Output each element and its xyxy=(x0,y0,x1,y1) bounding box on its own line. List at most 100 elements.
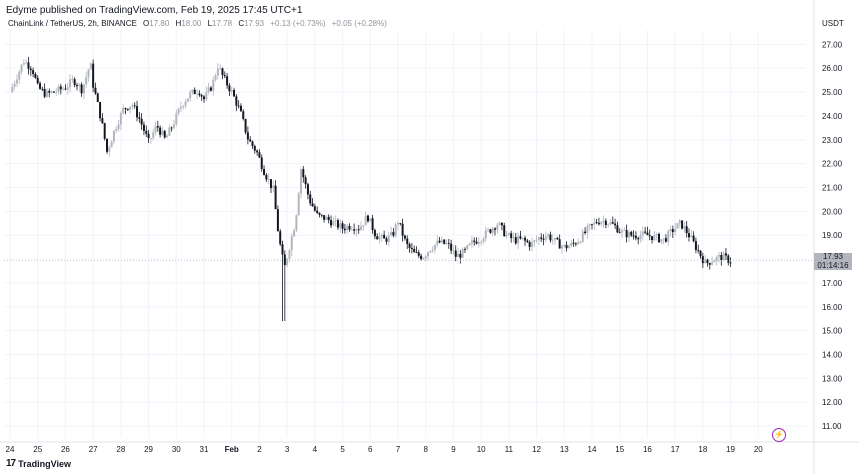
candle-body xyxy=(570,242,573,246)
candle-body xyxy=(166,135,169,138)
candle-body xyxy=(149,137,152,139)
candle-body xyxy=(106,138,108,152)
candle-body xyxy=(182,105,185,107)
candle-body xyxy=(452,250,455,252)
candle-body xyxy=(399,222,402,224)
candle-body xyxy=(708,263,711,265)
candle-body xyxy=(496,224,499,230)
candle-body xyxy=(142,124,145,131)
candle-body xyxy=(304,177,307,185)
candle-body xyxy=(316,210,319,213)
candle-body xyxy=(524,237,527,241)
candle-body xyxy=(586,226,589,234)
candle-body xyxy=(288,250,291,259)
candle-body xyxy=(588,224,591,227)
symbol-legend: ChainLink / TetherUS, 2h, BINANCE O17.80… xyxy=(8,19,387,28)
candle-body xyxy=(662,238,665,240)
candle-body xyxy=(71,79,74,81)
candle-body xyxy=(369,218,372,222)
candle-body xyxy=(251,141,254,147)
candle-body xyxy=(200,95,203,97)
candle-body xyxy=(609,222,612,225)
candle-body xyxy=(674,228,677,233)
candle-body xyxy=(597,222,600,225)
candle-body xyxy=(311,203,314,207)
candle-body xyxy=(80,84,83,94)
candle-body xyxy=(646,232,649,236)
candle-body xyxy=(544,236,547,240)
candle-body xyxy=(600,222,603,225)
candle-body xyxy=(639,235,642,240)
candle-body xyxy=(230,90,233,92)
candle-body xyxy=(290,236,293,251)
candle-body xyxy=(112,130,115,142)
candle-body xyxy=(676,223,679,229)
candle-body xyxy=(39,83,42,89)
candle-body xyxy=(722,253,725,261)
candle-body xyxy=(447,243,450,244)
candle-body xyxy=(692,235,695,242)
candle-body xyxy=(706,259,709,264)
candle-body xyxy=(681,220,684,229)
candle-body xyxy=(258,152,261,158)
candle-body xyxy=(175,113,178,125)
candle-body xyxy=(420,255,423,260)
candle-body xyxy=(214,75,217,80)
candle-body xyxy=(627,231,630,238)
candle-body xyxy=(593,222,596,225)
candle-body xyxy=(494,228,496,230)
candle-body xyxy=(366,215,369,222)
high-label: H xyxy=(175,19,182,28)
candle-body xyxy=(133,105,136,107)
candle-body xyxy=(244,119,247,133)
candle-body xyxy=(577,241,580,245)
candle-body xyxy=(145,130,148,134)
candle-body xyxy=(443,239,446,244)
candle-body xyxy=(551,239,554,241)
candle-body xyxy=(117,124,120,129)
x-tick-label: 18 xyxy=(698,445,707,454)
candle-body xyxy=(403,235,406,239)
candle-body xyxy=(549,234,552,241)
candle-body xyxy=(468,243,471,246)
candle-body xyxy=(226,76,229,86)
current-price: 17.93 xyxy=(822,252,844,261)
candle-body xyxy=(623,230,626,231)
x-tick-label: 4 xyxy=(313,445,318,454)
x-tick-label: 19 xyxy=(726,445,735,454)
candle-body xyxy=(470,240,473,244)
candle-body xyxy=(616,225,619,233)
y-tick-label: 14.00 xyxy=(822,350,843,359)
candle-body xyxy=(718,255,721,257)
candle-body xyxy=(99,101,102,119)
high-value: 18.00 xyxy=(181,19,202,28)
candle-body xyxy=(457,253,460,257)
x-tick-label: 25 xyxy=(33,445,42,454)
candle-body xyxy=(140,118,143,125)
candle-body xyxy=(110,141,113,148)
candle-body xyxy=(325,216,328,220)
candle-body xyxy=(567,245,570,249)
candle-body xyxy=(560,246,563,249)
candle-body xyxy=(263,168,266,175)
candle-body xyxy=(604,220,607,225)
candle-body xyxy=(480,241,483,243)
candle-body xyxy=(454,250,457,257)
lightning-icon[interactable]: ⚡ xyxy=(772,428,786,442)
candle-body xyxy=(669,229,672,232)
candle-body xyxy=(611,222,614,224)
candle-body xyxy=(362,225,365,227)
candle-body xyxy=(78,84,81,87)
candle-body xyxy=(306,184,309,195)
candle-body xyxy=(678,220,681,224)
candle-body xyxy=(704,259,707,264)
candle-body xyxy=(514,237,517,244)
candle-body xyxy=(36,77,39,84)
candle-body xyxy=(309,194,312,204)
candle-body xyxy=(618,232,621,234)
change-value: +0.13 (+0.73%) xyxy=(270,19,326,28)
candle-body xyxy=(655,233,658,235)
candle-body xyxy=(346,225,349,231)
x-tick-label: 13 xyxy=(560,445,569,454)
